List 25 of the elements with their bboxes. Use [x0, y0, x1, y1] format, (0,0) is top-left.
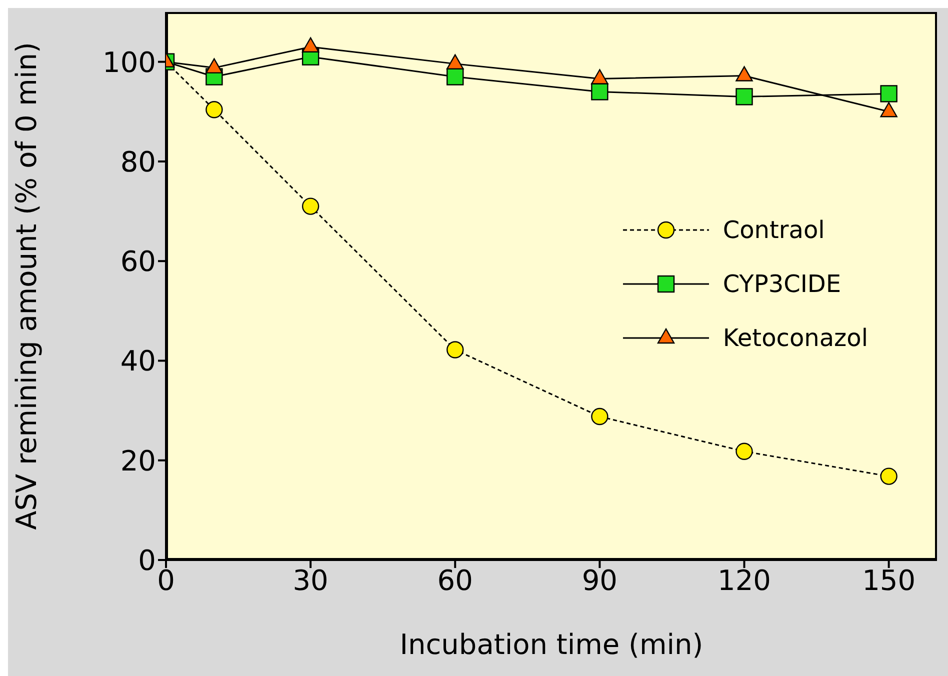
- x-tick-label: 30: [292, 564, 328, 597]
- x-tick-label: 90: [582, 564, 618, 597]
- point: [880, 468, 898, 485]
- y-axis-title: ASV remining amount (% of 0 min): [10, 42, 43, 530]
- point: [446, 68, 464, 86]
- legend-label: Ketoconazol: [722, 324, 868, 352]
- y-tick-label: 100: [102, 46, 156, 79]
- point: [302, 198, 320, 215]
- y-tick-label: 20: [120, 444, 156, 478]
- legend-label: CYP3CIDE: [722, 270, 842, 298]
- y-tick-label: 60: [120, 245, 156, 278]
- y-tick-label: 80: [120, 145, 156, 178]
- y-tick-label: 40: [120, 344, 156, 378]
- point: [591, 83, 608, 100]
- x-axis-title: Incubation time (min): [400, 628, 704, 661]
- point: [736, 88, 753, 106]
- x-tick-label: 120: [718, 564, 771, 597]
- x-tick-label: 150: [862, 564, 916, 597]
- point: [736, 442, 753, 460]
- point: [880, 85, 898, 102]
- legend-label: Contraol: [722, 216, 825, 244]
- x-tick-label: 60: [437, 564, 473, 597]
- point: [446, 341, 464, 358]
- point: [591, 408, 608, 426]
- point: [206, 101, 223, 118]
